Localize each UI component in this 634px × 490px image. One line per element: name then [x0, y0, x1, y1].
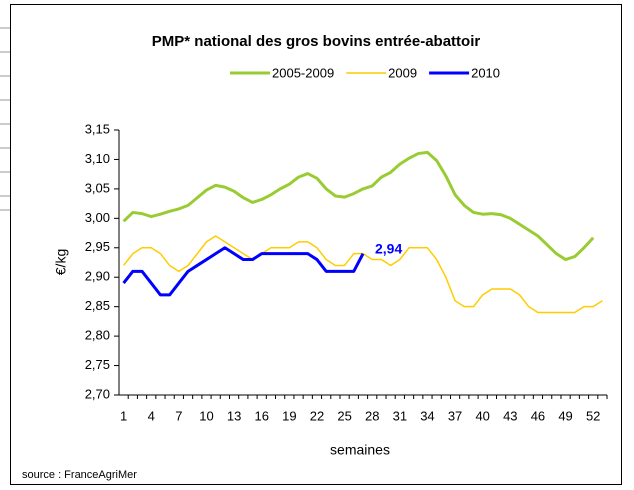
x-tick-label: 10 — [199, 408, 213, 423]
table-edge — [0, 27, 10, 211]
series-line — [122, 246, 365, 297]
legend-label: 2005-2009 — [272, 65, 334, 80]
legend-label: 2009 — [388, 65, 417, 80]
y-tick-label: 3,00 — [85, 210, 110, 225]
y-axis-label: €/kg — [53, 249, 69, 275]
data-label: 2,94 — [375, 240, 402, 256]
x-tick-label: 13 — [227, 408, 241, 423]
x-tick-label: 1 — [120, 408, 127, 423]
x-tick-label: 49 — [558, 408, 572, 423]
y-tick-label: 2,75 — [85, 357, 110, 372]
x-tick-label: 52 — [586, 408, 600, 423]
chart-title: PMP* national des gros bovins entrée-aba… — [152, 33, 481, 50]
x-tick-label: 7 — [175, 408, 182, 423]
x-tick-label: 16 — [254, 408, 268, 423]
y-tick-label: 2,90 — [85, 269, 110, 284]
x-tick-label: 34 — [420, 408, 434, 423]
x-axis-label: semaines — [330, 442, 390, 458]
x-tick-label: 4 — [148, 408, 155, 423]
x-tick-label: 19 — [282, 408, 296, 423]
y-tick-label: 3,05 — [85, 180, 110, 195]
x-tick-label: 31 — [393, 408, 407, 423]
y-tick-label: 3,10 — [85, 151, 110, 166]
y-tick-label: 2,95 — [85, 239, 110, 254]
x-tick-label: 40 — [475, 408, 489, 423]
y-tick-label: 3,15 — [85, 121, 110, 136]
x-tick-label: 25 — [337, 408, 351, 423]
y-tick-label: 2,70 — [85, 386, 110, 401]
y-tick-label: 2,80 — [85, 328, 110, 343]
x-tick-label: 46 — [531, 408, 545, 423]
source-note: source : FranceAgriMer — [22, 469, 137, 481]
legend-label: 2010 — [471, 65, 500, 80]
x-tick-label: 43 — [503, 408, 517, 423]
x-tick-label: 37 — [448, 408, 462, 423]
series-line — [122, 150, 595, 262]
x-tick-label: 22 — [310, 408, 324, 423]
y-tick-label: 2,85 — [85, 298, 110, 313]
chart-frame — [10, 4, 622, 485]
x-tick-label: 28 — [365, 408, 379, 423]
